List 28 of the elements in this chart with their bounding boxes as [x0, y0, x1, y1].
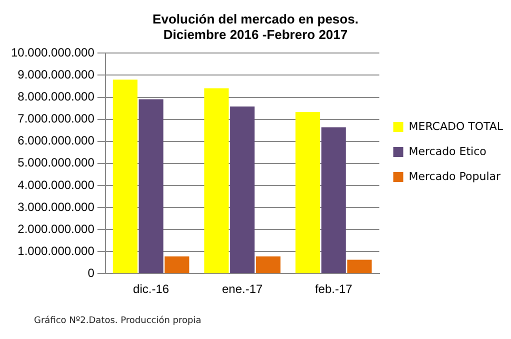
- y-tick-label: 9.000.000.000: [18, 68, 95, 82]
- bar: [138, 99, 164, 274]
- y-tick-label: 0: [88, 266, 95, 280]
- bar: [295, 112, 320, 274]
- bar: [256, 256, 280, 274]
- y-tick-label: 7.000.000.000: [18, 112, 95, 126]
- text: Gráfico Nº2.Datos. Producción propia: [34, 316, 202, 326]
- y-tick-label: 5.000.000.000: [18, 156, 95, 170]
- y-tick-label: 10.000.000.000: [10, 46, 95, 60]
- y-tick-label: 4.000.000.000: [18, 178, 95, 192]
- chart-title: Evolución del mercado en pesos. Diciembre 2016 -Febrero 2017: [152, 11, 358, 42]
- bar: [321, 127, 346, 274]
- bar: [347, 260, 372, 274]
- legend-label: MERCADO TOTAL: [408, 120, 504, 133]
- x-tick-label: feb.-17: [314, 282, 353, 296]
- legend-label: Mercado Etico: [408, 144, 487, 158]
- bar: [164, 256, 190, 274]
- bar: [112, 80, 138, 274]
- bar: [230, 106, 255, 274]
- y-tick-label: 1.000.000.000: [18, 244, 95, 258]
- x-tick-label: dic.-16: [133, 282, 170, 296]
- bar: [204, 88, 229, 274]
- x-tick-label: ene.-17: [222, 282, 264, 296]
- y-tick-label: 6.000.000.000: [18, 134, 95, 148]
- y-tick-label: 2.000.000.000: [18, 222, 95, 236]
- y-tick-label: 8.000.000.000: [18, 90, 95, 104]
- y-tick-label: 3.000.000.000: [18, 200, 95, 214]
- legend-label: Mercado Popular: [408, 170, 502, 183]
